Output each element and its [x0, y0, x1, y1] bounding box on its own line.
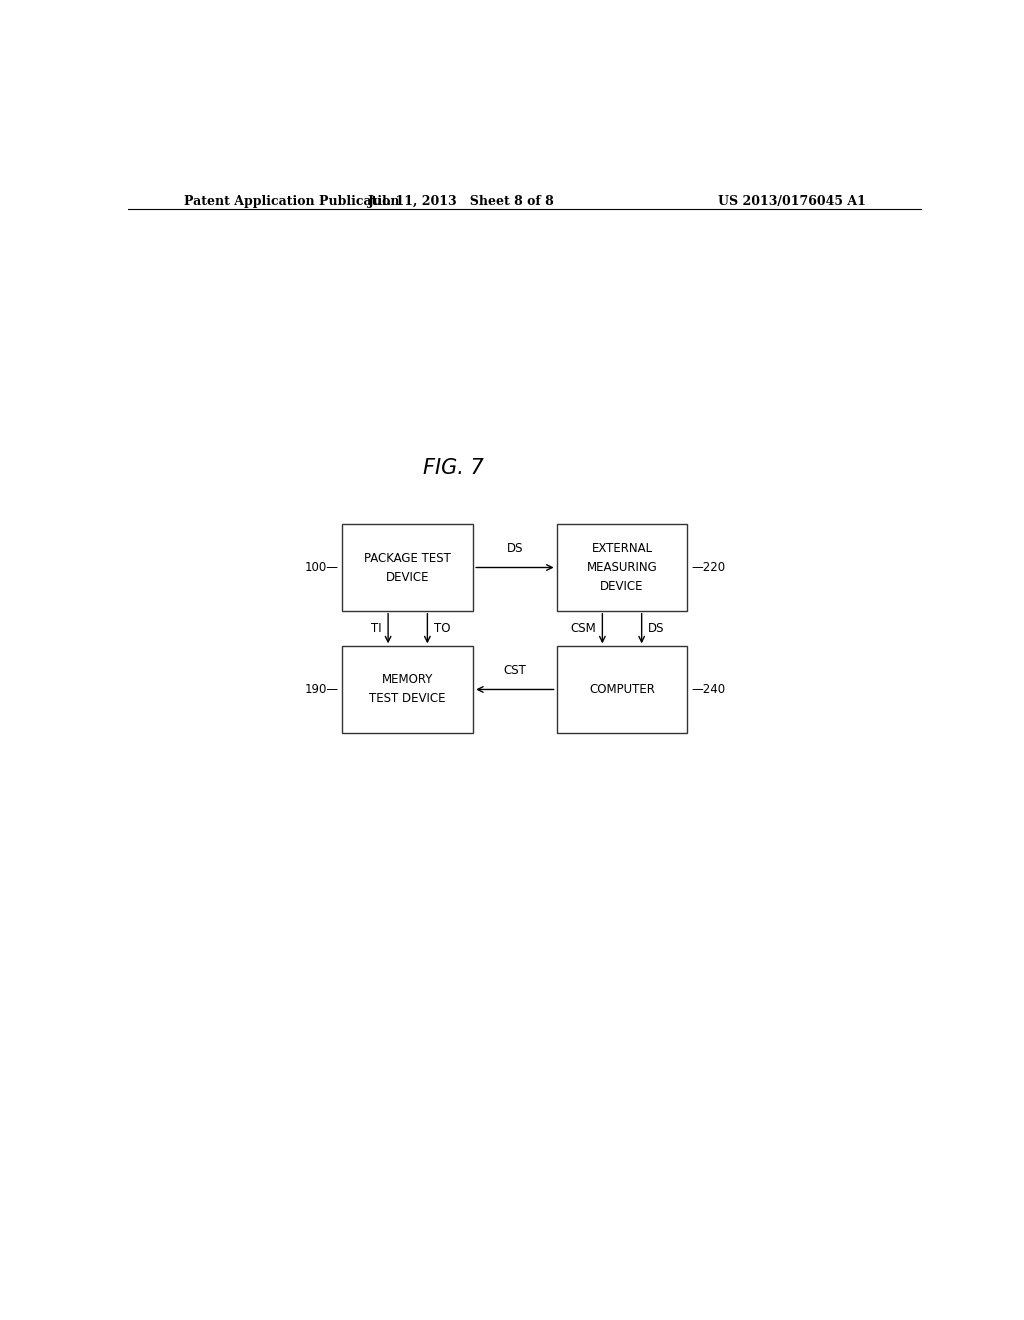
Text: CSM: CSM	[570, 622, 596, 635]
Text: DS: DS	[648, 622, 665, 635]
Text: TO: TO	[434, 622, 451, 635]
Text: DS: DS	[507, 543, 523, 556]
Text: COMPUTER: COMPUTER	[589, 682, 655, 696]
Bar	[557, 647, 687, 733]
Text: —240: —240	[691, 682, 726, 696]
Bar	[557, 524, 687, 611]
Text: Jul. 11, 2013   Sheet 8 of 8: Jul. 11, 2013 Sheet 8 of 8	[368, 194, 555, 207]
Text: FIG. 7: FIG. 7	[423, 458, 483, 478]
Text: EXTERNAL
MEASURING
DEVICE: EXTERNAL MEASURING DEVICE	[587, 543, 657, 593]
Bar	[342, 524, 473, 611]
Text: 100—: 100—	[304, 561, 338, 574]
Text: —220: —220	[691, 561, 726, 574]
Text: CST: CST	[504, 664, 526, 677]
Text: PACKAGE TEST
DEVICE: PACKAGE TEST DEVICE	[365, 552, 452, 583]
Text: US 2013/0176045 A1: US 2013/0176045 A1	[718, 194, 866, 207]
Text: Patent Application Publication: Patent Application Publication	[183, 194, 399, 207]
Text: 190—: 190—	[304, 682, 338, 696]
Text: TI: TI	[371, 622, 382, 635]
Bar	[342, 647, 473, 733]
Text: MEMORY
TEST DEVICE: MEMORY TEST DEVICE	[370, 673, 446, 705]
